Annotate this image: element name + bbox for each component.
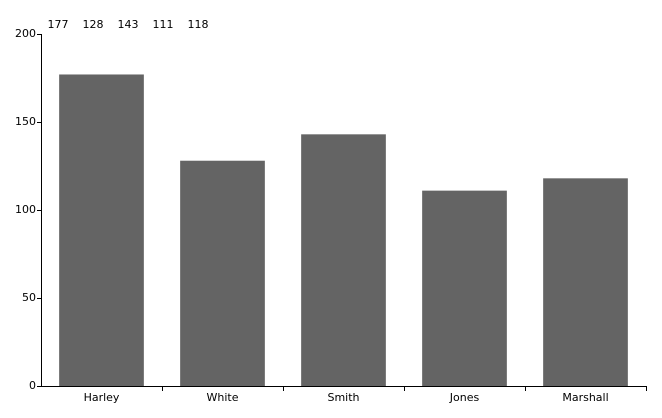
value-label: 177	[48, 18, 69, 31]
value-label: 111	[153, 18, 174, 31]
y-tick-label: 150	[15, 115, 36, 128]
bar	[301, 134, 386, 386]
y-tick-label: 0	[29, 379, 36, 392]
y-tick-label: 50	[22, 291, 36, 304]
bar	[543, 178, 628, 386]
x-tick-label: Harley	[84, 391, 120, 404]
value-label: 143	[118, 18, 139, 31]
x-tick-label: White	[207, 391, 239, 404]
x-tick-label: Smith	[327, 391, 359, 404]
x-tick-label: Marshall	[562, 391, 608, 404]
value-label: 128	[83, 18, 104, 31]
y-tick-label: 200	[15, 27, 36, 40]
y-tick-label: 100	[15, 203, 36, 216]
bar	[422, 190, 507, 386]
x-tick-label: Jones	[449, 391, 480, 404]
bar	[59, 74, 144, 386]
bar	[180, 160, 265, 386]
value-label: 118	[188, 18, 209, 31]
